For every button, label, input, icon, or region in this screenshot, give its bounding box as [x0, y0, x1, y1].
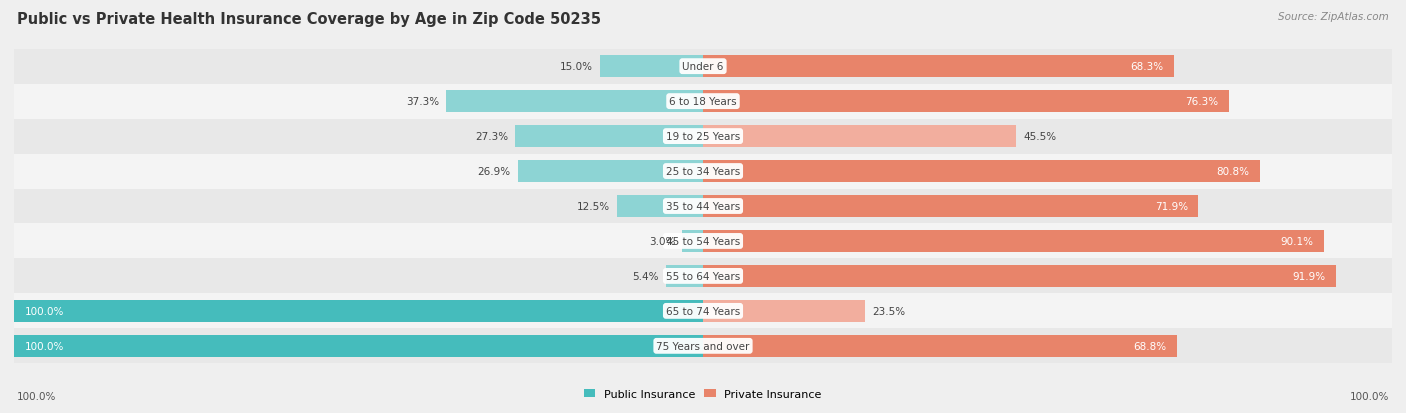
Bar [666, 266, 703, 287]
Text: 3.0%: 3.0% [650, 236, 675, 247]
Bar [617, 196, 703, 217]
Bar [703, 126, 1017, 147]
Bar [515, 126, 703, 147]
Text: 75 Years and over: 75 Years and over [657, 341, 749, 351]
Text: 27.3%: 27.3% [475, 132, 508, 142]
Bar [703, 161, 1260, 183]
Text: 6 to 18 Years: 6 to 18 Years [669, 97, 737, 107]
Bar [14, 50, 1392, 84]
Text: 100.0%: 100.0% [24, 306, 63, 316]
Text: 100.0%: 100.0% [1350, 391, 1389, 401]
Text: 71.9%: 71.9% [1154, 202, 1188, 211]
Text: 55 to 64 Years: 55 to 64 Years [666, 271, 740, 281]
Bar [703, 56, 1174, 78]
Legend: Public Insurance, Private Insurance: Public Insurance, Private Insurance [579, 384, 827, 404]
Bar [14, 335, 703, 357]
Bar [14, 294, 1392, 329]
Text: 12.5%: 12.5% [576, 202, 610, 211]
Bar [703, 230, 1323, 252]
Text: 100.0%: 100.0% [24, 341, 63, 351]
Text: 80.8%: 80.8% [1216, 166, 1250, 177]
Text: Under 6: Under 6 [682, 62, 724, 72]
Text: 15.0%: 15.0% [560, 62, 593, 72]
Bar [14, 329, 1392, 363]
Bar [14, 119, 1392, 154]
Text: 23.5%: 23.5% [872, 306, 905, 316]
Text: 45.5%: 45.5% [1024, 132, 1056, 142]
Bar [517, 161, 703, 183]
Bar [703, 335, 1177, 357]
Bar [14, 84, 1392, 119]
Text: Source: ZipAtlas.com: Source: ZipAtlas.com [1278, 12, 1389, 22]
Text: 100.0%: 100.0% [17, 391, 56, 401]
Bar [14, 224, 1392, 259]
Text: 68.8%: 68.8% [1133, 341, 1167, 351]
Text: 90.1%: 90.1% [1281, 236, 1313, 247]
Bar [682, 230, 703, 252]
Text: 5.4%: 5.4% [633, 271, 659, 281]
Bar [14, 189, 1392, 224]
Bar [14, 300, 703, 322]
Text: 45 to 54 Years: 45 to 54 Years [666, 236, 740, 247]
Text: 19 to 25 Years: 19 to 25 Years [666, 132, 740, 142]
Text: 26.9%: 26.9% [478, 166, 510, 177]
Bar [703, 266, 1336, 287]
Text: 25 to 34 Years: 25 to 34 Years [666, 166, 740, 177]
Bar [703, 196, 1198, 217]
Bar [703, 91, 1229, 113]
Bar [14, 154, 1392, 189]
Text: Public vs Private Health Insurance Coverage by Age in Zip Code 50235: Public vs Private Health Insurance Cover… [17, 12, 600, 27]
Text: 68.3%: 68.3% [1130, 62, 1163, 72]
Text: 76.3%: 76.3% [1185, 97, 1219, 107]
Bar [599, 56, 703, 78]
Text: 65 to 74 Years: 65 to 74 Years [666, 306, 740, 316]
Text: 91.9%: 91.9% [1292, 271, 1326, 281]
Bar [446, 91, 703, 113]
Text: 35 to 44 Years: 35 to 44 Years [666, 202, 740, 211]
Bar [703, 300, 865, 322]
Text: 37.3%: 37.3% [406, 97, 439, 107]
Bar [14, 259, 1392, 294]
